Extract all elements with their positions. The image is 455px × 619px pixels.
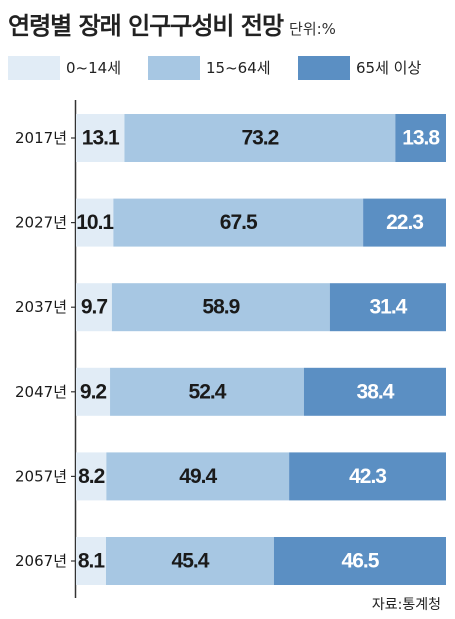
bar-segment-15-64: [124, 114, 396, 162]
title-row: 연령별 장래 인구구성비 전망 단위:%: [8, 6, 447, 40]
legend-swatch-65-plus: [298, 56, 350, 80]
bar-segment-0-14: [76, 114, 125, 162]
legend-label-15-64: 15~64세: [206, 59, 271, 77]
legend-label-65-plus: 65세 이상: [356, 59, 422, 77]
data-label-0-14: 10.1: [76, 211, 114, 234]
bar-segment-65-plus: [363, 198, 446, 247]
data-label-15-64: 49.4: [179, 465, 217, 488]
bar-segment-0-14: [76, 537, 106, 585]
data-label-0-14: 13.1: [82, 127, 120, 150]
chart-title: 연령별 장래 인구구성비 전망: [8, 12, 284, 40]
bar-segment-15-64: [111, 283, 330, 332]
category-label: 2027년: [15, 214, 67, 232]
data-label-15-64: 45.4: [172, 550, 210, 573]
data-label-15-64: 58.9: [202, 296, 239, 319]
legend: 0~14세 15~64세 65세 이상: [8, 56, 448, 80]
unit-label: 단위:%: [289, 20, 336, 38]
category-label: 2047년: [15, 383, 67, 401]
data-label-65-plus: 13.8: [402, 127, 440, 150]
data-label-0-14: 8.1: [78, 550, 106, 573]
category-label: 2057년: [15, 467, 67, 485]
bar-segment-65-plus: [395, 114, 446, 162]
data-label-65-plus: 22.3: [386, 211, 423, 234]
bar-segment-0-14: [76, 452, 107, 501]
data-label-65-plus: 42.3: [349, 465, 386, 488]
data-label-0-14: 9.7: [81, 296, 108, 319]
data-label-0-14: 9.2: [80, 380, 107, 403]
bar-segment-65-plus: [303, 367, 446, 416]
legend-swatch-15-64: [148, 56, 200, 80]
category-label: 2017년: [15, 129, 67, 147]
bar-segment-65-plus: [329, 283, 446, 332]
bar-segment-15-64: [110, 367, 304, 416]
data-label-65-plus: 38.4: [357, 380, 395, 403]
bar-segment-15-64: [105, 537, 274, 585]
category-label: 2067년: [15, 552, 67, 570]
source-note: 자료:통계청: [371, 597, 441, 613]
data-label-65-plus: 46.5: [342, 550, 380, 573]
data-label-0-14: 8.2: [78, 465, 105, 488]
bar-segment-0-14: [76, 198, 114, 247]
data-label-65-plus: 31.4: [369, 296, 407, 319]
data-label-15-64: 67.5: [220, 211, 258, 234]
bar-segment-0-14: [76, 283, 112, 332]
bar-segment-65-plus: [273, 537, 446, 585]
bar-segment-65-plus: [289, 452, 446, 501]
bar-segment-0-14: [76, 367, 111, 416]
bar-segment-15-64: [113, 198, 364, 247]
legend-swatch-0-14: [8, 56, 60, 80]
legend-label-0-14: 0~14세: [66, 59, 121, 77]
bar-segment-15-64: [106, 452, 290, 501]
category-label: 2037년: [15, 298, 67, 316]
data-label-15-64: 73.2: [241, 127, 278, 150]
data-label-15-64: 52.4: [189, 380, 227, 403]
